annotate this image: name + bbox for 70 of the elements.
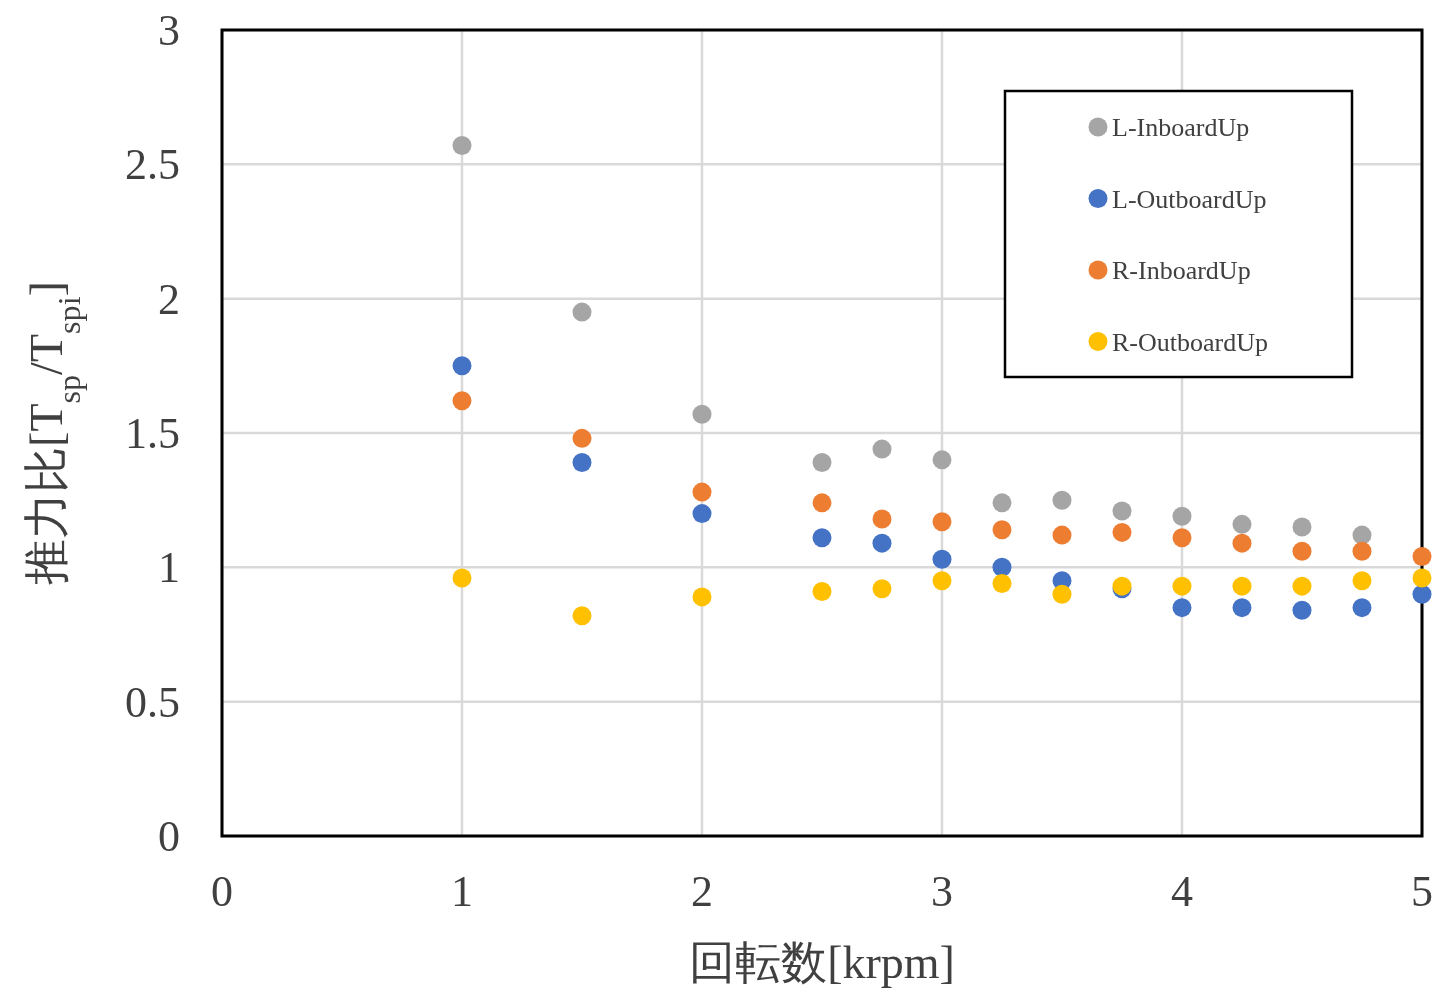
point — [1172, 598, 1192, 618]
point — [572, 302, 592, 322]
point — [1052, 584, 1072, 604]
point — [692, 404, 712, 424]
point — [1292, 541, 1312, 561]
y-tick-label: 1 — [158, 543, 180, 593]
point — [1172, 528, 1192, 548]
point — [1232, 514, 1252, 534]
point — [932, 450, 952, 470]
x-axis-title: 回転数[krpm] — [689, 937, 955, 988]
point — [452, 568, 472, 588]
point — [812, 493, 832, 513]
x-tick-label: 4 — [1171, 867, 1193, 916]
point — [1172, 506, 1192, 526]
legend-label: R-OutboardUp — [1112, 327, 1268, 357]
x-tick-label: 5 — [1411, 867, 1433, 916]
point — [992, 557, 1012, 577]
point — [1412, 547, 1432, 567]
point — [1352, 525, 1372, 545]
x-tick-label: 1 — [451, 867, 473, 916]
point — [692, 482, 712, 502]
x-tick-label: 0 — [211, 867, 233, 916]
point — [992, 493, 1012, 513]
point — [1172, 576, 1192, 596]
x-tick-label: 2 — [691, 867, 713, 916]
point — [452, 391, 472, 411]
point — [692, 504, 712, 524]
point — [932, 571, 952, 591]
y-tick-label: 1.5 — [125, 409, 180, 458]
point — [812, 453, 832, 473]
y-tick-label: 2.5 — [125, 140, 180, 190]
point — [992, 573, 1012, 593]
x-tick-label: 3 — [931, 867, 953, 916]
point — [1232, 533, 1252, 553]
point — [1292, 517, 1312, 537]
y-tick-label: 3 — [158, 6, 180, 55]
point — [692, 587, 712, 607]
point — [932, 512, 952, 532]
point — [1352, 541, 1372, 561]
point — [1352, 571, 1372, 591]
point — [872, 533, 892, 553]
legend-label: L-InboardUp — [1112, 113, 1250, 142]
legend-label: L-OutboardUp — [1112, 184, 1267, 214]
point — [1412, 568, 1432, 588]
point — [452, 136, 472, 156]
point — [992, 520, 1012, 540]
point — [1052, 490, 1072, 510]
legend-label: R-InboardUp — [1112, 256, 1251, 285]
point — [572, 606, 592, 626]
point — [872, 439, 892, 459]
point — [1112, 522, 1132, 542]
point — [572, 453, 592, 473]
point — [1412, 584, 1432, 604]
y-tick-label: 0 — [158, 812, 180, 861]
point — [1232, 576, 1252, 596]
point — [872, 579, 892, 599]
point — [572, 428, 592, 448]
point — [1232, 598, 1252, 618]
point — [812, 528, 832, 548]
y-tick-label: 2 — [158, 274, 180, 324]
y-tick-label: 0.5 — [125, 677, 180, 727]
point — [872, 509, 892, 529]
point — [452, 356, 472, 376]
point — [1352, 598, 1372, 618]
point — [1292, 600, 1312, 620]
point — [1052, 525, 1072, 545]
point — [1112, 501, 1132, 521]
point — [1292, 576, 1312, 596]
point — [812, 582, 832, 602]
point — [932, 549, 952, 569]
